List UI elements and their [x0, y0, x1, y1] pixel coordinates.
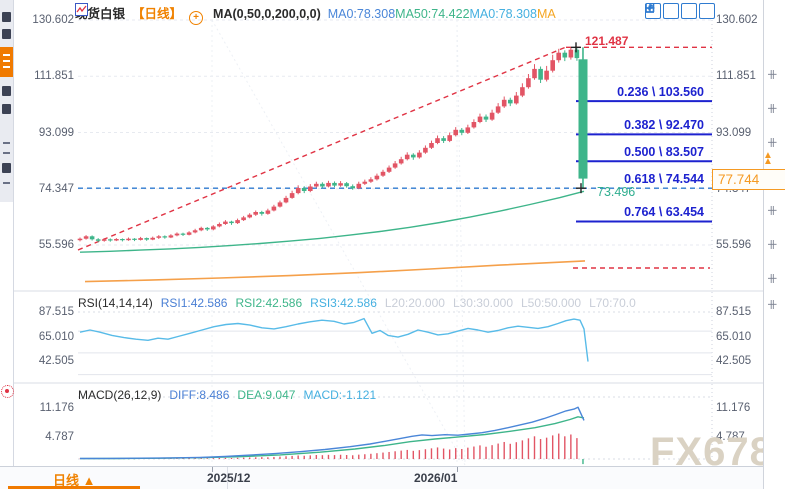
date-tick [457, 467, 458, 472]
measure-tool-icon[interactable] [2, 163, 11, 173]
fib-level-label[interactable]: 0.618 \ 74.544 [624, 172, 704, 187]
chart-controls [645, 3, 715, 19]
axis-scale-icon[interactable] [645, 3, 679, 19]
period-tab[interactable]: 日线 ▲ [53, 473, 96, 488]
period-tag: 【日线】 [132, 7, 183, 21]
tool-divider [3, 142, 10, 144]
rsi-title[interactable]: RSI(14,14,14) [78, 296, 153, 310]
indicator-value: MA0:78.308 [469, 7, 537, 21]
ma-settings[interactable]: MA(0,50,0,200,0,0) [213, 7, 321, 21]
indicator-value: RSI1:42.586 [160, 296, 228, 310]
date-label-jan: 2026/01 [414, 471, 458, 485]
clipped-text-fragment: ╫ [768, 70, 777, 79]
rsi-axis-tick-left: 87.515 [38, 306, 74, 318]
go-to-latest-icon[interactable] [646, 3, 715, 19]
date-tick [212, 467, 213, 472]
indicator-value: MA0:78.308 [327, 7, 396, 21]
clipped-text-fragment: ╫ [768, 300, 777, 309]
price-axis-tick-left: 111.851 [34, 70, 74, 83]
indicator-value: MACD:-1.121 [303, 388, 377, 402]
tool-divider [3, 182, 10, 184]
clipped-text-fragment: ╫ [768, 274, 777, 283]
cursor-tool-icon[interactable] [2, 12, 11, 22]
resistance-price-label: 121.487 [585, 34, 629, 48]
rsi-axis-tick-right: 87.515 [716, 306, 752, 318]
indicator-value: DIFF:8.486 [169, 388, 230, 402]
rsi-axis-tick-right: 65.010 [716, 330, 752, 343]
clipped-text-fragment: ╫ [768, 138, 777, 147]
macd-axis-tick-right: 4.787 [716, 431, 745, 444]
price-axis-tick-left: 93.099 [38, 126, 74, 139]
indicator-value: MA [536, 7, 556, 21]
clipped-text-fragment: ╫ [768, 206, 777, 215]
indicator-value: DEA:9.047 [237, 388, 296, 402]
indicator-value: L70:70.0 [589, 296, 636, 310]
price-axis-tick-left: 130.602 [32, 14, 74, 26]
price-axis-tick-left: 55.596 [38, 239, 74, 252]
ma50-value-label: 73.496 [597, 185, 636, 199]
date-label-dec: 2025/12 [207, 471, 251, 485]
current-price-tag[interactable]: 77.744 [712, 169, 785, 190]
rsi-axis-tick-right: 42.505 [716, 355, 752, 368]
active-fib-tool-icon[interactable] [0, 47, 13, 77]
line-tool-icon[interactable] [2, 29, 11, 39]
price-up-arrow-icon: ▲ ▲ [763, 150, 773, 167]
tool-divider [3, 152, 10, 154]
drawing-toolbar [0, 0, 14, 489]
auto-scroll-icon[interactable] [645, 3, 697, 19]
price-axis-tick-right: 93.099 [716, 126, 752, 139]
indicator-value: L30:30.000 [452, 296, 513, 310]
chart-header: 现货白银 【日线】 + MA(0,50,0,200,0,0) MA0:78.308MA5… [75, 3, 556, 25]
shape-tool-icon[interactable] [2, 86, 11, 96]
clipped-text-fragment: ╫ [768, 104, 777, 113]
fib-level-label[interactable]: 0.236 \ 103.560 [617, 85, 704, 100]
indicator-value: L20:20.000 [384, 296, 445, 310]
add-indicator-icon[interactable]: + [189, 11, 204, 25]
indicator-value: L50:50.000 [521, 296, 582, 310]
indicator-value: RSI3:42.586 [310, 296, 377, 310]
macd-axis-tick-left: 4.787 [45, 431, 74, 444]
price-axis-tick-right: 55.596 [716, 239, 752, 252]
macd-title[interactable]: MACD(26,12,9) [78, 388, 162, 402]
macd-axis-tick-right: 11.176 [716, 402, 751, 415]
time-axis-bar: 日线 ▲ 2025/12 2026/01 [0, 466, 785, 489]
visible-range-indicator[interactable] [8, 486, 140, 489]
rsi-axis-tick-left: 42.505 [38, 355, 74, 368]
price-axis-tick-left: 74.347 [38, 182, 74, 195]
rsi-axis-tick-left: 65.010 [38, 330, 74, 343]
indicator-value: MA50:74.422 [395, 7, 470, 21]
macd-settings-target-icon[interactable] [1, 385, 14, 398]
macd-header: MACD(26,12,9) DIFF:8.486 DEA:9.047 MACD:-1.… [78, 388, 392, 402]
indicator-value: RSI2:42.586 [235, 296, 303, 310]
text-tool-icon[interactable] [2, 104, 11, 114]
fib-level-label[interactable]: 0.500 \ 83.507 [624, 145, 704, 160]
ma-value-list: MA0:78.308MA50:74.422MA0:78.308MA [328, 7, 556, 21]
clipped-side-panel: ╫╫╫╫╫╫╫╫ [763, 0, 785, 489]
clipped-text-fragment: ╫ [768, 240, 777, 249]
period-tab-cell[interactable]: 日线 ▲ [13, 467, 228, 489]
fib-level-label[interactable]: 0.382 \ 92.470 [624, 118, 704, 133]
macd-axis-tick-left: 11.176 [39, 402, 74, 415]
fib-level-label[interactable]: 0.764 \ 63.454 [624, 205, 704, 220]
price-axis-tick-right: 130.602 [716, 14, 758, 26]
price-axis-tick-right: 111.851 [716, 70, 756, 83]
rsi-header: RSI(14,14,14) RSI1:42.586 RSI2:42.586 RSI3:… [78, 296, 652, 310]
